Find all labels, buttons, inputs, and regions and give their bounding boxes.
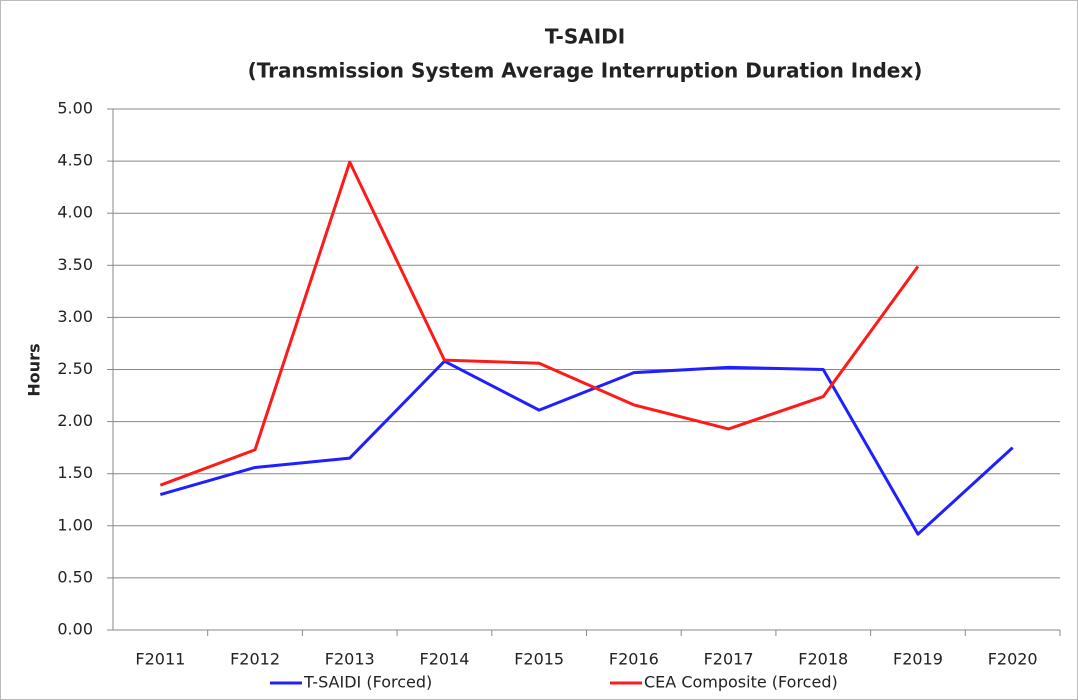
y-tick-label: 4.00 (57, 203, 93, 222)
y-tick-label: 5.00 (57, 99, 93, 118)
x-tick-label: F2015 (514, 650, 564, 669)
y-axis-label: Hours (25, 343, 44, 396)
x-tick-label: F2016 (609, 650, 659, 669)
legend-label: CEA Composite (Forced) (644, 673, 838, 692)
y-tick-label: 2.00 (57, 411, 93, 430)
y-tick-label: 3.50 (57, 255, 93, 274)
y-tick-label: 4.50 (57, 151, 93, 170)
x-tick-label: F2013 (325, 650, 375, 669)
x-tick-label: F2011 (135, 650, 185, 669)
x-tick-label: F2019 (893, 650, 943, 669)
y-tick-label: 3.00 (57, 307, 93, 326)
chart-title: T-SAIDI (545, 25, 625, 49)
y-tick-label: 0.50 (57, 567, 93, 586)
x-tick-label: F2014 (419, 650, 469, 669)
y-tick-label: 1.50 (57, 463, 93, 482)
line-series (159, 359, 1014, 536)
x-tick-label: F2017 (704, 650, 754, 669)
y-tick-label: 2.50 (57, 359, 93, 378)
legend-label: T-SAIDI (Forced) (303, 673, 432, 692)
y-tick-label: 0.00 (57, 620, 93, 639)
x-tick-label: F2020 (988, 650, 1038, 669)
x-tick-label: F2018 (798, 650, 848, 669)
line-series (159, 160, 920, 487)
x-tick-label: F2012 (230, 650, 280, 669)
chart-subtitle: (Transmission System Average Interruptio… (248, 59, 923, 83)
y-tick-label: 1.00 (57, 515, 93, 534)
